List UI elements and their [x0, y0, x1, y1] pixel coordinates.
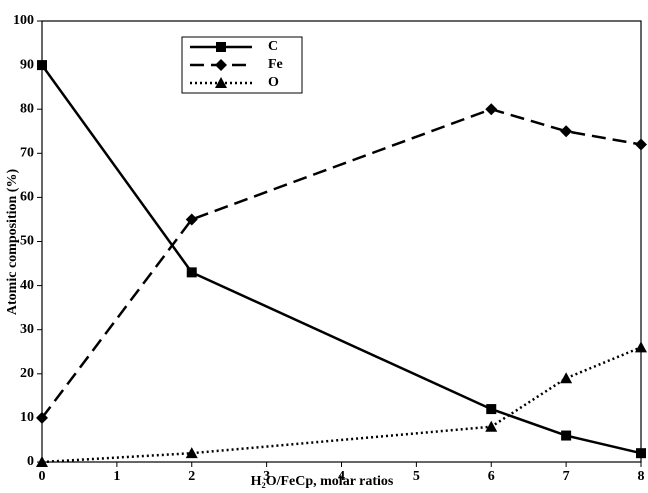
x-tick-label: 6 — [488, 469, 495, 484]
marker — [36, 411, 48, 424]
series-line — [41, 107, 642, 419]
marker — [635, 138, 647, 151]
y-tick-label: 10 — [20, 410, 34, 425]
legend: C Fe O — [181, 36, 303, 94]
y-tick-label: 90 — [20, 57, 34, 72]
y-tick-label: 100 — [13, 13, 34, 28]
marker — [636, 448, 646, 459]
y-tick-label: 20 — [20, 366, 34, 381]
y-tick-label: 40 — [20, 278, 34, 293]
y-tick-label: 70 — [20, 146, 34, 161]
plot-frame — [41, 20, 642, 463]
x-tick-label: 5 — [413, 469, 420, 484]
marker — [561, 430, 572, 441]
marker — [186, 267, 197, 278]
y-tick-label: 50 — [20, 234, 34, 249]
legend-label: C — [268, 39, 278, 54]
legend-label: O — [268, 75, 279, 90]
legend-label: Fe — [268, 57, 283, 72]
x-tick-label: 3 — [263, 469, 270, 484]
series-line — [41, 346, 642, 464]
x-tick-label: 2 — [188, 469, 195, 484]
x-tick-label: 7 — [563, 469, 570, 484]
marker — [215, 59, 227, 71]
y-tick-label: 0 — [27, 454, 34, 469]
marker — [635, 341, 647, 353]
x-tick-label: 4 — [338, 469, 345, 484]
marker — [36, 456, 48, 467]
x-tick-label: 0 — [39, 469, 46, 484]
marker — [37, 60, 47, 71]
x-axis-title: H₂O/FeCp, molar ratios — [251, 474, 394, 489]
y-tick-label: 30 — [20, 322, 34, 337]
y-tick-label: 60 — [20, 190, 34, 205]
marker — [560, 125, 573, 138]
y-axis-title: Atomic composition (%) — [5, 169, 20, 316]
marker — [485, 103, 498, 116]
marker — [560, 372, 573, 384]
marker — [216, 42, 226, 52]
marker — [486, 404, 497, 415]
x-tick-label: 8 — [638, 469, 645, 484]
marker — [485, 420, 498, 432]
y-tick-label: 80 — [20, 101, 34, 116]
x-tick-label: 1 — [113, 469, 120, 484]
marker — [185, 447, 198, 459]
marker — [185, 213, 198, 226]
marker — [215, 77, 227, 88]
series-line — [40, 64, 642, 455]
